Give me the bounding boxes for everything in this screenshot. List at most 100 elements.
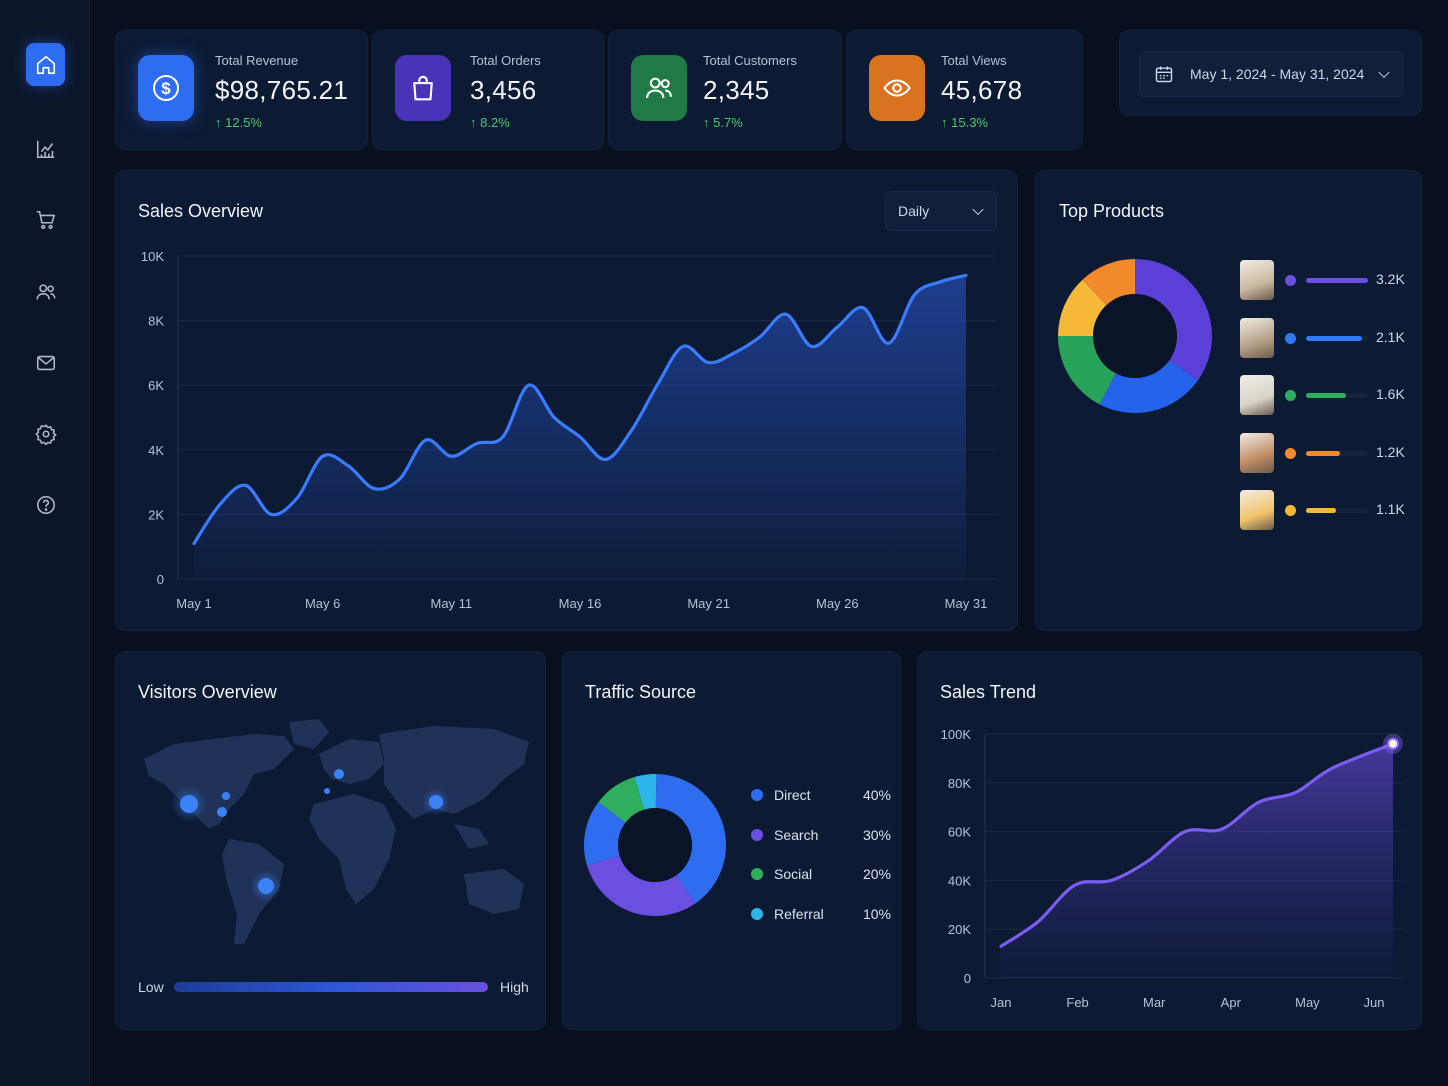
chevron-down-icon (1378, 66, 1390, 79)
legend-label: Social (774, 866, 813, 882)
product-bar-fill (1306, 508, 1336, 513)
traffic-source-title: Traffic Source (585, 682, 697, 702)
sidebar (0, 0, 90, 1086)
arrow-up-icon: ↑ (941, 115, 948, 130)
x-tick-label: Apr (1221, 995, 1242, 1010)
views-icon-box (869, 55, 925, 121)
product-bar-fill (1306, 393, 1347, 398)
arrow-up-icon: ↑ (215, 115, 222, 130)
nav-help-button[interactable] (26, 483, 65, 526)
y-tick-label: 40K (948, 873, 971, 888)
product-value: 1.2K (1376, 443, 1405, 460)
chart-icon (36, 140, 54, 158)
product-thumbnail (1240, 317, 1274, 358)
traffic-slice-social (598, 777, 645, 823)
sales-overview-chart: 0 2K 4K 6K 8K 10K May 1 May 6 May 11 May 16 May 21… (141, 249, 997, 611)
date-range-card: May 1, 2024 - May 31, 2024 (1119, 30, 1422, 116)
north-america-shape (144, 734, 294, 829)
y-tick-label: 8K (148, 314, 164, 329)
legend-percent: 40% (862, 787, 891, 803)
top-products-list: 3.2K 2.1K 1.6K 1.2K 1.1K (1240, 260, 1420, 540)
product-color-dot (1285, 390, 1296, 401)
product-thumbnail (1240, 432, 1274, 473)
nav-home-button[interactable] (26, 43, 65, 86)
cart-icon (36, 210, 55, 229)
europe-shape (319, 739, 384, 784)
legend-label: Referral (774, 906, 824, 922)
product-row[interactable]: 1.6K (1240, 375, 1440, 415)
donut-slice (1058, 336, 1116, 405)
traffic-legend-item: Referral 10% (751, 904, 891, 924)
legend-dot (751, 908, 763, 920)
traffic-donut (584, 774, 726, 916)
donut-slice (1135, 259, 1212, 381)
period-select[interactable]: Daily (885, 191, 997, 231)
stat-value: 45,678 (941, 75, 1023, 105)
legend-dot (751, 829, 763, 841)
x-tick-label: Mar (1143, 995, 1166, 1010)
shopping-bag-icon (413, 75, 433, 101)
date-range-value: May 1, 2024 - May 31, 2024 (1190, 66, 1365, 82)
donut-slice (1082, 259, 1135, 306)
legend-percent: 20% (862, 866, 891, 882)
sales-overview-title: Sales Overview (138, 201, 264, 221)
stat-delta: ↑ 12.5% (215, 115, 262, 130)
nav-settings-button[interactable] (26, 412, 65, 455)
stat-value: 2,345 (703, 75, 770, 105)
x-tick-label: May 26 (816, 596, 859, 611)
product-row[interactable]: 3.2K (1240, 260, 1440, 300)
stat-value: $98,765.21 (215, 75, 349, 105)
nav-analytics-button[interactable] (26, 127, 65, 170)
donut-hole (618, 808, 692, 882)
home-icon (36, 55, 55, 74)
x-tick-label: May 1 (176, 596, 211, 611)
y-tick-label: 0 (157, 572, 164, 587)
x-tick-label: May 11 (430, 596, 472, 611)
x-tick-label: Feb (1066, 995, 1088, 1010)
gear-icon (34, 423, 57, 445)
nav-orders-button[interactable] (26, 198, 65, 241)
visitor-scale-bar (174, 982, 488, 992)
date-range-picker[interactable]: May 1, 2024 - May 31, 2024 (1139, 51, 1403, 97)
stat-delta-value: 12.5% (225, 115, 262, 130)
traffic-legend-item: Direct 40% (751, 785, 891, 805)
product-row[interactable]: 1.1K (1240, 490, 1440, 530)
legend-low-label: Low (138, 979, 164, 995)
stat-delta: ↑ 5.7% (703, 115, 743, 130)
product-thumbnail (1240, 260, 1274, 300)
asia-shape (379, 726, 529, 819)
visitors-overview-title: Visitors Overview (138, 682, 277, 702)
product-row[interactable]: 2.1K (1240, 317, 1440, 358)
stat-label: Total Customers (703, 53, 797, 68)
visitors-overview-card: Visitors Overview Low Hi (115, 651, 546, 1030)
australia-shape (464, 869, 524, 914)
revenue-icon-box: $ (138, 55, 194, 121)
help-icon (36, 495, 55, 514)
nav-customers-button[interactable] (26, 270, 65, 313)
product-value: 1.6K (1376, 386, 1405, 402)
product-value: 3.2K (1376, 271, 1405, 287)
sales-trend-chart: 0 20K 40K 60K 80K 100K Jan Feb Mar Apr May Jun (941, 727, 1404, 1010)
y-tick-label: 60K (948, 825, 971, 840)
sales-trend-card: Sales Trend 0 20K 40K 60K 80K 100K Jan Feb Mar Ap… (917, 651, 1422, 1030)
stat-delta: ↑ 8.2% (470, 115, 510, 130)
x-tick-label: May 16 (559, 596, 602, 611)
product-bar-fill (1306, 335, 1362, 341)
product-color-dot (1285, 447, 1296, 459)
stat-label: Total Revenue (215, 53, 299, 68)
arrow-up-icon: ↑ (703, 115, 710, 130)
x-tick-label: May (1295, 995, 1320, 1010)
legend-percent: 30% (862, 827, 891, 843)
legend-label: Search (774, 827, 819, 843)
stat-label: Total Views (941, 53, 1007, 68)
donut-slice (1058, 279, 1107, 336)
world-map (144, 719, 529, 944)
legend-percent: 10% (862, 906, 891, 922)
stat-delta: ↑ 15.3% (941, 115, 988, 130)
top-products-title: Top Products (1059, 201, 1165, 221)
nav-mail-button[interactable] (26, 341, 65, 384)
legend-dot (751, 789, 763, 801)
product-row[interactable]: 1.2K (1240, 432, 1440, 473)
product-color-dot (1285, 275, 1296, 286)
product-bar-fill (1306, 278, 1368, 283)
